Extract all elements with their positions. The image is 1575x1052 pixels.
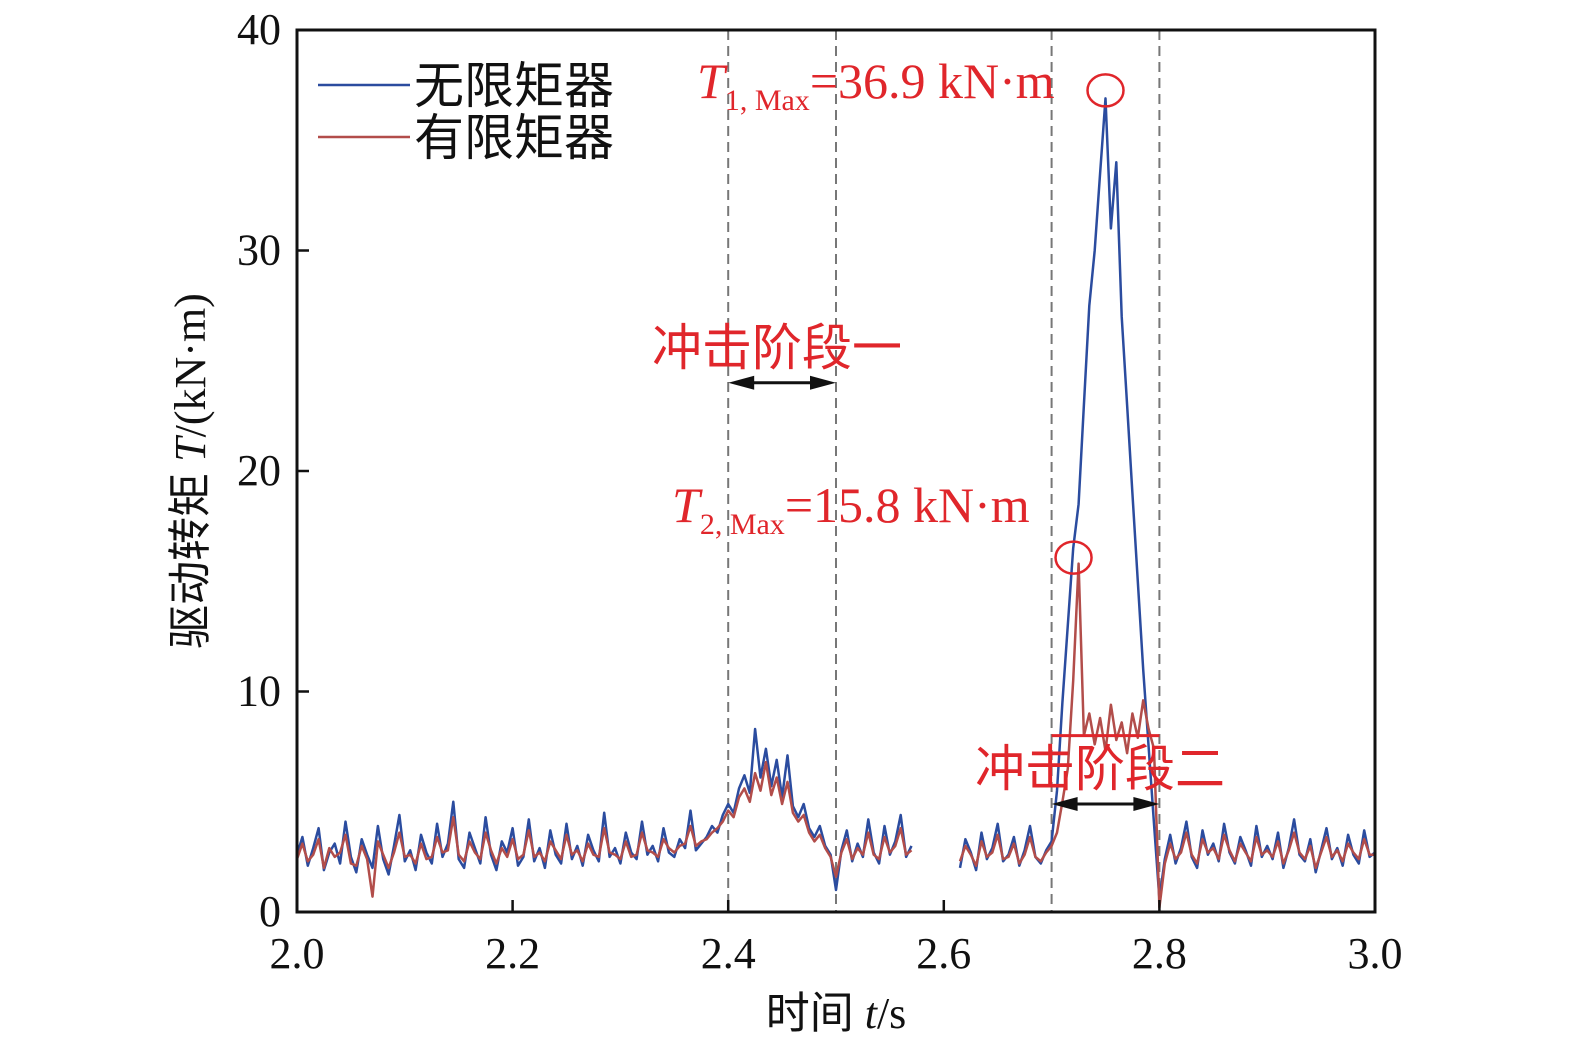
y-tick-label: 40 xyxy=(237,5,281,54)
series-line-2 xyxy=(295,562,1375,909)
legend: 无限矩器 有限矩器 xyxy=(318,58,614,166)
peak1-circle xyxy=(1086,73,1125,108)
x-tick-label: 2.8 xyxy=(1132,929,1187,978)
annotations: T1, Max=36.9 kN·m T2, Max=15.8 kN·m 冲击阶段… xyxy=(652,53,1225,811)
x-tick-label: 3.0 xyxy=(1348,929,1403,978)
x-tick-label: 2.4 xyxy=(701,929,756,978)
stage2-arrow-right-head xyxy=(1133,796,1160,811)
peak2-circle xyxy=(1054,540,1093,575)
y-tick-label: 0 xyxy=(259,887,281,936)
peak1-label: T1, Max=36.9 kN·m xyxy=(697,53,1055,117)
stage1-arrow-left-head xyxy=(728,375,755,390)
stage1-arrow-right-head xyxy=(810,375,836,390)
peak2-label: T2, Max=15.8 kN·m xyxy=(672,477,1030,541)
stage2-arrow-left-head xyxy=(1051,796,1078,811)
stage1-label: 冲击阶段一 xyxy=(652,320,902,376)
axis-ticks: 2.0 2.2 2.4 2.6 2.8 3.0 0 10 20 30 40 xyxy=(237,5,1403,978)
y-tick-label: 30 xyxy=(237,226,281,275)
y-tick-label: 10 xyxy=(237,667,281,716)
legend-label-series2: 有限矩器 xyxy=(414,110,614,166)
stage2-label: 冲击阶段二 xyxy=(975,741,1225,797)
series-lines xyxy=(295,97,1376,909)
y-axis-label: 驱动转矩 T/(kN·m) xyxy=(166,293,215,649)
x-axis-label: 时间 t/s xyxy=(766,989,907,1038)
x-tick-label: 2.0 xyxy=(270,929,325,978)
legend-label-series1: 无限矩器 xyxy=(414,58,614,114)
x-tick-label: 2.2 xyxy=(485,929,540,978)
y-tick-label: 20 xyxy=(237,446,281,495)
x-tick-label: 2.6 xyxy=(916,929,971,978)
stage-boundary-lines xyxy=(727,30,1161,912)
